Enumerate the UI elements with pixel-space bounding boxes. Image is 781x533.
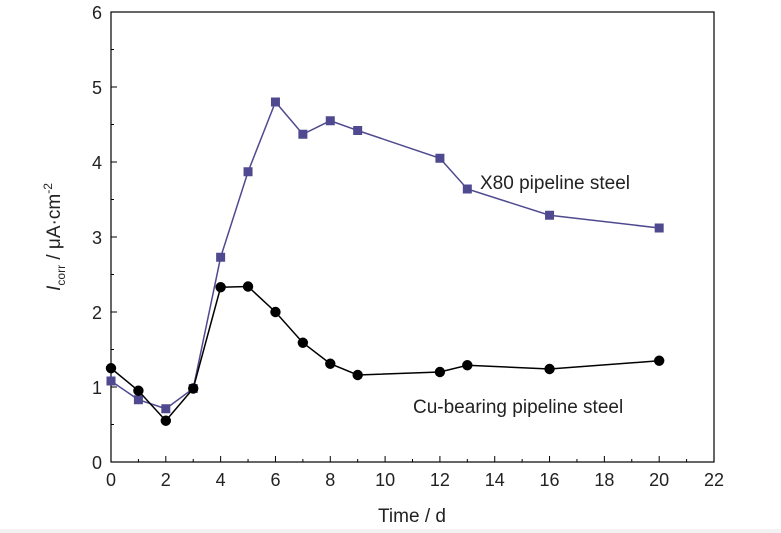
x-tick-label: 2 xyxy=(161,470,171,490)
data-point-cu-bearing xyxy=(434,366,446,378)
data-point-x80 xyxy=(243,167,253,177)
y-axis-title: Icorr / μA·cm-2 xyxy=(41,183,68,291)
x-tick-label: 8 xyxy=(325,470,335,490)
x-tick-label: 6 xyxy=(270,470,280,490)
annotation-x80: X80 pipeline steel xyxy=(480,173,630,194)
data-point-x80 xyxy=(161,404,171,414)
y-axis-symbol: I xyxy=(44,285,65,291)
data-point-x80 xyxy=(654,223,664,233)
x-tick-label: 10 xyxy=(375,470,395,490)
data-point-cu-bearing xyxy=(270,306,281,318)
plot-border xyxy=(110,11,715,463)
y-axis-subscript: corr xyxy=(54,265,68,286)
data-point-cu-bearing xyxy=(242,281,254,292)
y-axis: 0 1 2 3 4 5 6 xyxy=(92,3,117,473)
x-axis: 0 2 4 6 8 10 12 14 16 18 20 22 xyxy=(106,456,724,490)
y-axis-unit: / μA·cm xyxy=(44,194,65,265)
y-tick-label: 5 xyxy=(92,78,102,98)
y-tick-label: 0 xyxy=(92,453,102,473)
data-point-x80 xyxy=(216,252,226,262)
plot-frame xyxy=(110,11,715,463)
data-point-x80 xyxy=(353,126,363,135)
data-point-x80 xyxy=(133,395,143,405)
data-point-x80 xyxy=(106,376,116,386)
y-tick-label: 1 xyxy=(92,378,102,398)
data-point-cu-bearing xyxy=(297,337,309,348)
data-point-x80 xyxy=(462,184,472,194)
data-point-cu-bearing xyxy=(105,363,117,374)
data-point-x80 xyxy=(270,97,280,107)
x-tick-label: 0 xyxy=(106,470,116,490)
data-point-cu-bearing xyxy=(352,369,363,381)
series-layer xyxy=(105,97,665,426)
y-axis-unit-exponent: -2 xyxy=(41,183,55,194)
data-point-x80 xyxy=(545,210,555,220)
series-line-x80 xyxy=(110,100,660,410)
data-point-cu-bearing xyxy=(462,360,473,371)
series-x80 xyxy=(106,97,664,414)
x-tick-label: 4 xyxy=(216,470,226,490)
data-point-x80 xyxy=(435,153,445,163)
x-tick-label: 18 xyxy=(594,470,614,490)
data-point-cu-bearing xyxy=(160,415,172,426)
data-point-cu-bearing xyxy=(188,383,199,394)
x-tick-label: 12 xyxy=(430,470,450,490)
y-tick-label: 2 xyxy=(92,303,102,323)
data-point-cu-bearing xyxy=(325,358,336,369)
data-point-cu-bearing xyxy=(215,282,226,293)
series-cu-bearing xyxy=(105,281,665,426)
data-point-cu-bearing xyxy=(133,385,144,396)
y-tick-label: 4 xyxy=(92,153,102,173)
data-point-x80 xyxy=(298,129,308,139)
x-tick-label: 20 xyxy=(649,470,669,490)
x-tick-label: 14 xyxy=(485,470,505,490)
data-point-cu-bearing xyxy=(544,363,555,375)
x-tick-label: 16 xyxy=(540,470,560,490)
x-tick-label: 22 xyxy=(704,470,724,490)
x-axis-title: Time / d xyxy=(378,506,446,527)
bottom-band xyxy=(0,529,781,533)
y-tick-label: 6 xyxy=(92,3,102,23)
y-tick-label: 3 xyxy=(92,228,102,248)
data-point-cu-bearing xyxy=(653,355,665,366)
annotation-cu-bearing: Cu-bearing pipeline steel xyxy=(413,397,623,418)
data-point-x80 xyxy=(325,116,335,126)
